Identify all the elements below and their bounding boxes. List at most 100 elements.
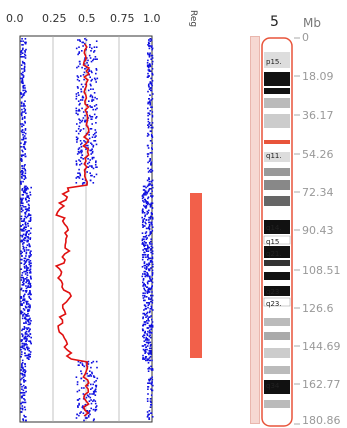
baf-point	[148, 350, 151, 352]
baf-point	[29, 293, 31, 296]
baf-point	[23, 84, 26, 87]
baf-point	[145, 249, 147, 251]
chromosome-side-strip[interactable]	[250, 36, 260, 424]
baf-point	[151, 218, 154, 220]
baf-point	[24, 267, 26, 269]
baf-point	[142, 273, 144, 275]
baf-point	[22, 190, 25, 192]
baf-point	[20, 130, 23, 132]
baf-point	[77, 405, 79, 407]
baf-point	[27, 239, 29, 242]
baf-point	[24, 129, 27, 131]
baf-point	[94, 389, 96, 392]
baf-point	[26, 346, 28, 348]
baf-point	[95, 166, 97, 168]
baf-point	[22, 44, 24, 46]
baf-point	[23, 226, 26, 228]
baf-point	[21, 80, 24, 82]
baf-point	[81, 364, 84, 366]
baf-point	[78, 108, 80, 111]
baf-point	[145, 316, 147, 318]
baf-point	[25, 321, 27, 323]
baf-point	[28, 256, 31, 258]
baf-point	[23, 227, 25, 230]
baf-point	[22, 174, 25, 177]
baf-point	[148, 125, 150, 128]
baf-point	[141, 224, 144, 226]
baf-point	[90, 142, 92, 144]
baf-point	[151, 376, 153, 378]
baf-point	[144, 339, 147, 341]
baf-point	[95, 390, 97, 393]
baf-point	[21, 364, 23, 366]
baf-point	[81, 183, 84, 185]
baf-point	[22, 418, 24, 420]
baf-point	[83, 182, 86, 184]
baf-point	[24, 164, 26, 166]
baf-point	[144, 290, 147, 292]
baf-point	[144, 284, 146, 286]
baf-point	[142, 219, 144, 221]
baf-point	[25, 48, 27, 51]
baf-point	[147, 368, 149, 370]
baf-point	[148, 288, 150, 291]
baf-point	[30, 342, 32, 345]
baf-point	[24, 257, 27, 260]
baf-point	[23, 69, 26, 71]
chromosome-ideogram[interactable]	[258, 36, 347, 428]
baf-point	[25, 330, 28, 333]
baf-point	[148, 69, 151, 71]
baf-point	[24, 261, 27, 263]
baf-point	[150, 188, 152, 190]
baf-point	[29, 284, 31, 286]
baf-point	[83, 419, 85, 422]
baf-point	[150, 308, 153, 310]
baf-point	[21, 408, 24, 411]
baf-point	[21, 405, 24, 407]
baf-point	[24, 213, 27, 215]
baf-point	[144, 330, 146, 333]
baf-point	[76, 413, 78, 416]
baf-point	[21, 78, 24, 81]
baf-point	[83, 42, 86, 45]
baf-point	[77, 176, 80, 178]
baf-point	[150, 171, 152, 173]
baf-point	[143, 248, 146, 250]
baf-point	[147, 75, 150, 77]
baf-point	[144, 308, 147, 310]
baf-point	[29, 232, 32, 234]
baf-point	[144, 244, 147, 246]
baf-point	[149, 350, 152, 352]
baf-point	[149, 203, 151, 206]
baf-point	[20, 378, 22, 381]
baf-point	[29, 237, 32, 239]
region-bar[interactable]	[190, 193, 202, 358]
baf-point	[148, 101, 150, 104]
baf-point	[141, 275, 144, 278]
baf-point	[149, 52, 151, 54]
baf-point	[94, 402, 97, 405]
baf-point	[96, 107, 98, 110]
baf-point	[29, 269, 31, 272]
baf-point	[29, 238, 31, 240]
baf-point	[147, 124, 149, 126]
baf-point	[148, 303, 151, 305]
baf-point	[146, 237, 148, 239]
baf-point	[21, 189, 23, 191]
baf-point	[142, 345, 145, 347]
baf-point	[149, 221, 151, 224]
baf-point	[147, 59, 149, 62]
baf-point	[144, 305, 147, 308]
baf-point	[78, 52, 80, 54]
baf-point	[23, 414, 25, 417]
baf-point	[143, 245, 146, 248]
baf-point	[27, 225, 30, 227]
baf-point	[94, 384, 97, 387]
baf-point	[151, 286, 153, 288]
baf-point	[149, 356, 152, 358]
baf-point	[149, 40, 152, 42]
baf-point	[24, 327, 26, 329]
baf-point	[151, 269, 154, 272]
baf-point	[146, 292, 149, 294]
baf-point	[28, 335, 31, 338]
